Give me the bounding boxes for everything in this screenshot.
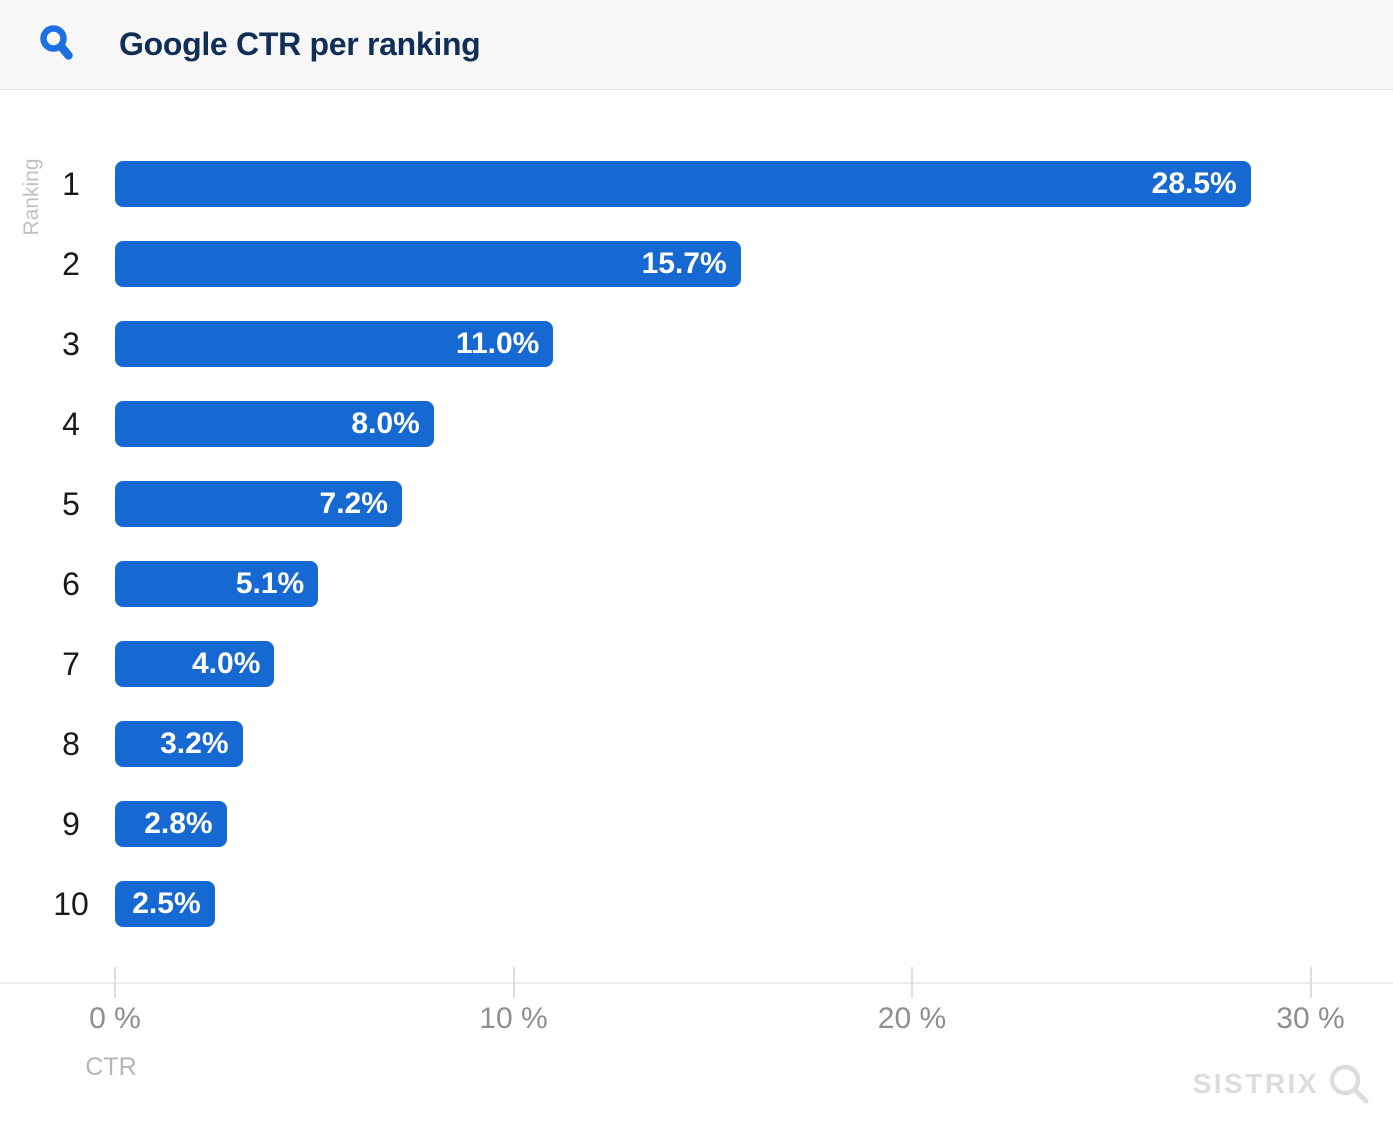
bar-value-label: 2.5% <box>132 887 201 920</box>
chart-title: Google CTR per ranking <box>119 26 481 62</box>
bar-value-label: 5.1% <box>235 567 305 600</box>
x-axis-line <box>0 982 1393 984</box>
chart-row: 6 5.1% <box>0 544 1393 624</box>
bar-value-label: 4.0% <box>192 647 261 680</box>
row-label: 3 <box>62 326 80 362</box>
bar: 4.0% <box>115 641 275 687</box>
search-icon <box>40 24 73 60</box>
bar-value-label: 11.0% <box>455 327 540 360</box>
x-axis-label: CTR <box>85 1053 137 1081</box>
bar: 15.7% <box>115 241 741 287</box>
tick-label: 20 % <box>877 1002 947 1035</box>
chart-row: 4 8.0% <box>0 384 1393 464</box>
bar: 5.1% <box>115 561 319 607</box>
tick-label: 30 % <box>1276 1002 1345 1035</box>
chart-row: 5 7.2% <box>0 464 1393 544</box>
bar: 3.2% <box>115 721 243 767</box>
card-header: Google CTR per ranking <box>0 0 1393 90</box>
row-label: 2 <box>62 246 80 282</box>
tick-mark <box>911 967 913 998</box>
bar-value-label: 2.8% <box>144 807 213 840</box>
brand-logo: SISTRIX <box>1193 1061 1372 1107</box>
row-label: 4 <box>62 406 80 442</box>
bar: 7.2% <box>115 481 402 527</box>
chart-row: 1 28.5% <box>0 144 1393 224</box>
row-label: 6 <box>62 566 80 602</box>
row-label: 1 <box>62 166 80 202</box>
row-label: 7 <box>62 646 80 682</box>
chart-row: 8 3.2% <box>0 704 1393 784</box>
tick-mark <box>512 967 515 998</box>
search-icon <box>1329 1064 1369 1104</box>
bar-value-label: 28.5% <box>1151 167 1237 200</box>
row-label: 8 <box>62 726 80 762</box>
bar-value-label: 3.2% <box>160 727 229 760</box>
brand-logo-text: SISTRIX <box>1192 1068 1319 1099</box>
tick-label: 0 % <box>89 1002 141 1035</box>
chart-row: 9 2.8% <box>0 784 1393 864</box>
bar: 28.5% <box>115 161 1251 207</box>
chart-row: 3 11.0% <box>0 304 1393 384</box>
chart-row: 7 4.0% <box>0 624 1393 704</box>
bar: 8.0% <box>115 401 434 447</box>
bar-value-label: 15.7% <box>641 247 727 280</box>
tick-label: 10 % <box>479 1002 548 1035</box>
bar: 2.5% <box>115 881 215 927</box>
row-label: 5 <box>62 486 80 522</box>
bar: 2.8% <box>115 801 227 847</box>
tick-mark <box>1309 967 1312 998</box>
row-label: 10 <box>53 886 89 922</box>
bar-value-label: 8.0% <box>351 407 420 440</box>
tick-mark <box>114 967 116 998</box>
chart-row: 10 2.5% <box>0 864 1393 944</box>
chart-row: 2 15.7% <box>0 224 1393 304</box>
bar-value-label: 7.2% <box>319 487 388 520</box>
row-label: 9 <box>62 806 80 842</box>
bar: 11.0% <box>115 321 554 367</box>
